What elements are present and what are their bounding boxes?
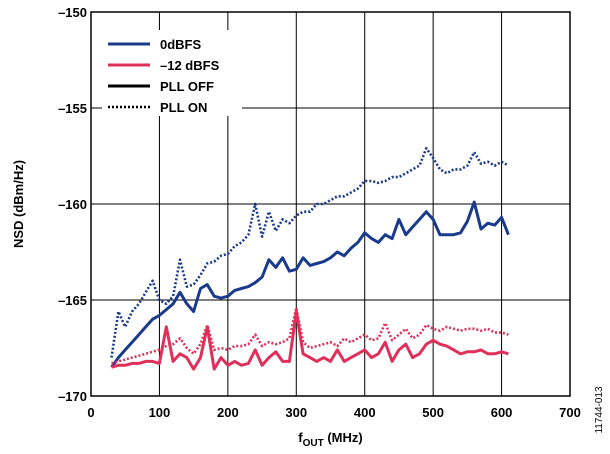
series-line [110, 200, 510, 369]
series-line [111, 310, 509, 371]
y-tick-labels: –150 –155 –160 –165 –170 [58, 5, 87, 404]
x-tick-label: 300 [285, 405, 307, 420]
y-axis-label: NSD (dBm/Hz) [11, 160, 26, 248]
legend-label: PLL OFF [160, 79, 214, 94]
y-tick-label: –160 [58, 197, 87, 212]
series-line [110, 147, 510, 358]
y-tick-label: –155 [58, 101, 87, 116]
y-tick-label: –165 [58, 293, 87, 308]
x-tick-label: 200 [217, 405, 239, 420]
x-tick-labels: 0 100 200 300 400 500 600 700 [87, 405, 580, 420]
series-line [111, 306, 509, 365]
x-axis-label-sub: OUT [303, 438, 324, 449]
x-tick-label: 100 [149, 405, 171, 420]
y-tick-label: –150 [58, 5, 87, 20]
x-tick-label: 400 [354, 405, 376, 420]
series-lines [110, 147, 510, 371]
legend: 0dBFS –12 dBFS PLL OFF PLL ON [108, 37, 220, 115]
x-tick-label: 700 [559, 405, 581, 420]
plot-frame [90, 11, 571, 397]
legend-label: –12 dBFS [160, 58, 220, 73]
legend-label: PLL ON [160, 100, 207, 115]
figure-id: 11744-013 [594, 386, 605, 434]
x-tick-label: 600 [491, 405, 513, 420]
x-axis-label-unit: (MHz) [324, 430, 363, 445]
x-axis-label: fOUT (MHz) [298, 430, 362, 449]
x-tick-label: 500 [422, 405, 444, 420]
x-tick-label: 0 [87, 405, 94, 420]
y-tick-label: –170 [58, 389, 87, 404]
legend-label: 0dBFS [160, 37, 202, 52]
x-axis-label-main: f [298, 430, 303, 445]
